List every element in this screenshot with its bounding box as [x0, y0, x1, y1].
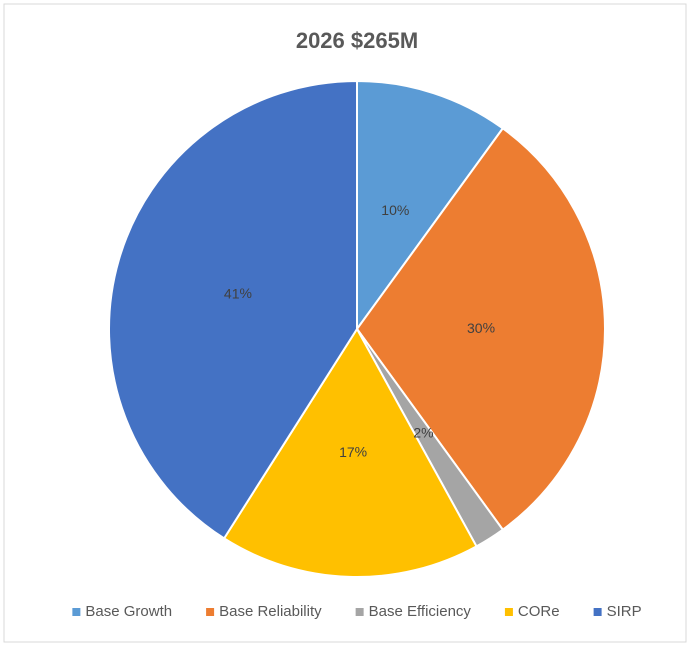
legend-label: Base Reliability: [219, 603, 322, 620]
pie-slice: [222, 327, 478, 578]
pie-slice: [355, 126, 606, 532]
legend-swatch: [206, 608, 215, 616]
legend-label: Base Growth: [85, 603, 172, 620]
legend-swatch: [355, 608, 364, 616]
data-label: 30%: [467, 320, 495, 336]
data-label: 2%: [413, 424, 433, 440]
data-label: 17%: [339, 444, 367, 460]
legend-swatch: [72, 608, 81, 616]
data-label-value: 30: [467, 320, 483, 336]
legend-swatch: [593, 608, 602, 616]
legend-label: CORe: [518, 603, 560, 620]
data-label-value: 10: [381, 202, 397, 218]
legend-label: Base Efficiency: [369, 603, 472, 620]
data-label-value: 41: [224, 285, 240, 301]
data-label: 41%: [224, 285, 252, 301]
data-label: 10%: [381, 202, 409, 218]
pie-slice: [108, 79, 358, 540]
data-label-value: 2: [413, 424, 421, 440]
pie-slice: [356, 79, 505, 333]
legend-swatch: [504, 608, 513, 616]
chart-title: 2026 $265M: [296, 28, 418, 53]
legend-label: SIRP: [607, 603, 642, 620]
data-label-value: 17: [339, 444, 355, 460]
